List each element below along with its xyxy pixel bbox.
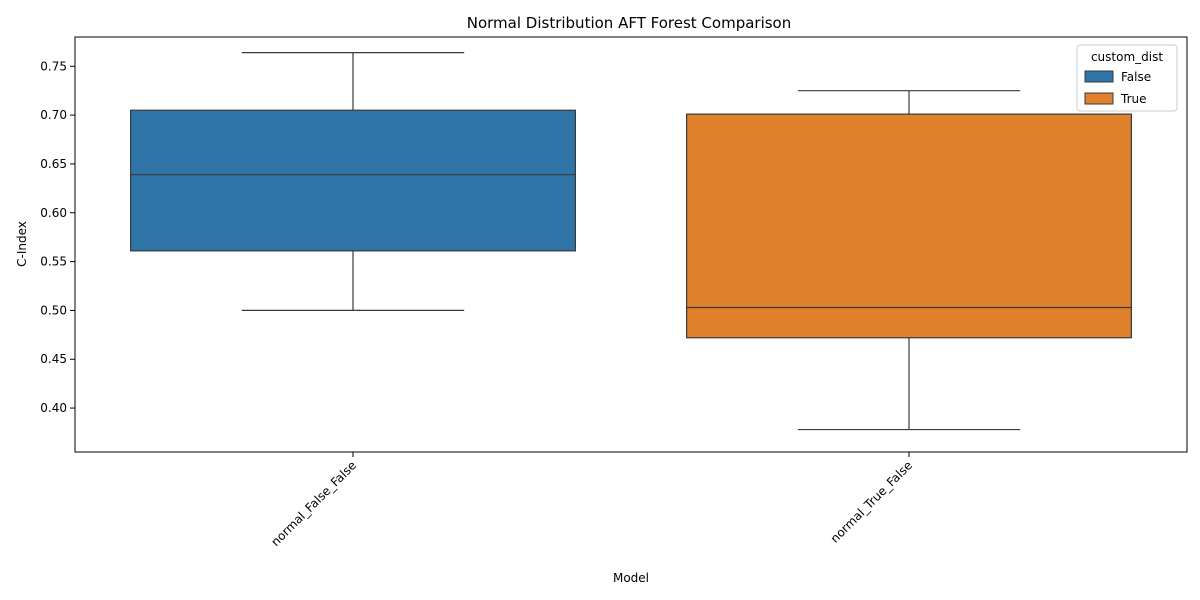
box-normal_True_False — [685, 90, 1132, 431]
x-axis-label: Model — [613, 571, 649, 585]
iqr-box — [685, 113, 1132, 339]
y-tick-label: 0.55 — [40, 255, 67, 269]
y-axis-label: C-Index — [15, 221, 29, 267]
legend-label-true: True — [1120, 92, 1147, 106]
legend-title: custom_dist — [1091, 50, 1163, 64]
y-tick-label: 0.40 — [40, 401, 67, 415]
legend-label-false: False — [1121, 70, 1151, 84]
y-tick-label: 0.45 — [40, 352, 67, 366]
y-tick-label: 0.50 — [40, 303, 67, 317]
plot-frame — [74, 36, 1188, 453]
x-tick-label: normal_True_False — [828, 458, 915, 545]
y-tick-label: 0.70 — [40, 108, 67, 122]
legend-swatch-false — [1084, 70, 1114, 83]
iqr-box — [130, 109, 576, 252]
y-tick-label: 0.65 — [40, 157, 67, 171]
legend: custom_dist False True — [1076, 44, 1178, 112]
x-tick-label: normal_False_False — [268, 458, 359, 549]
legend-swatch-true — [1084, 92, 1114, 105]
y-tick-label: 0.60 — [40, 206, 67, 220]
box-normal_False_False — [130, 52, 576, 312]
y-tick-label: 0.75 — [40, 59, 67, 73]
chart-title: Normal Distribution AFT Forest Compariso… — [467, 14, 792, 32]
plot-area: 0.40 0.45 0.50 0.55 0.60 0.65 0.70 0.75 normal_F… — [40, 36, 1188, 549]
